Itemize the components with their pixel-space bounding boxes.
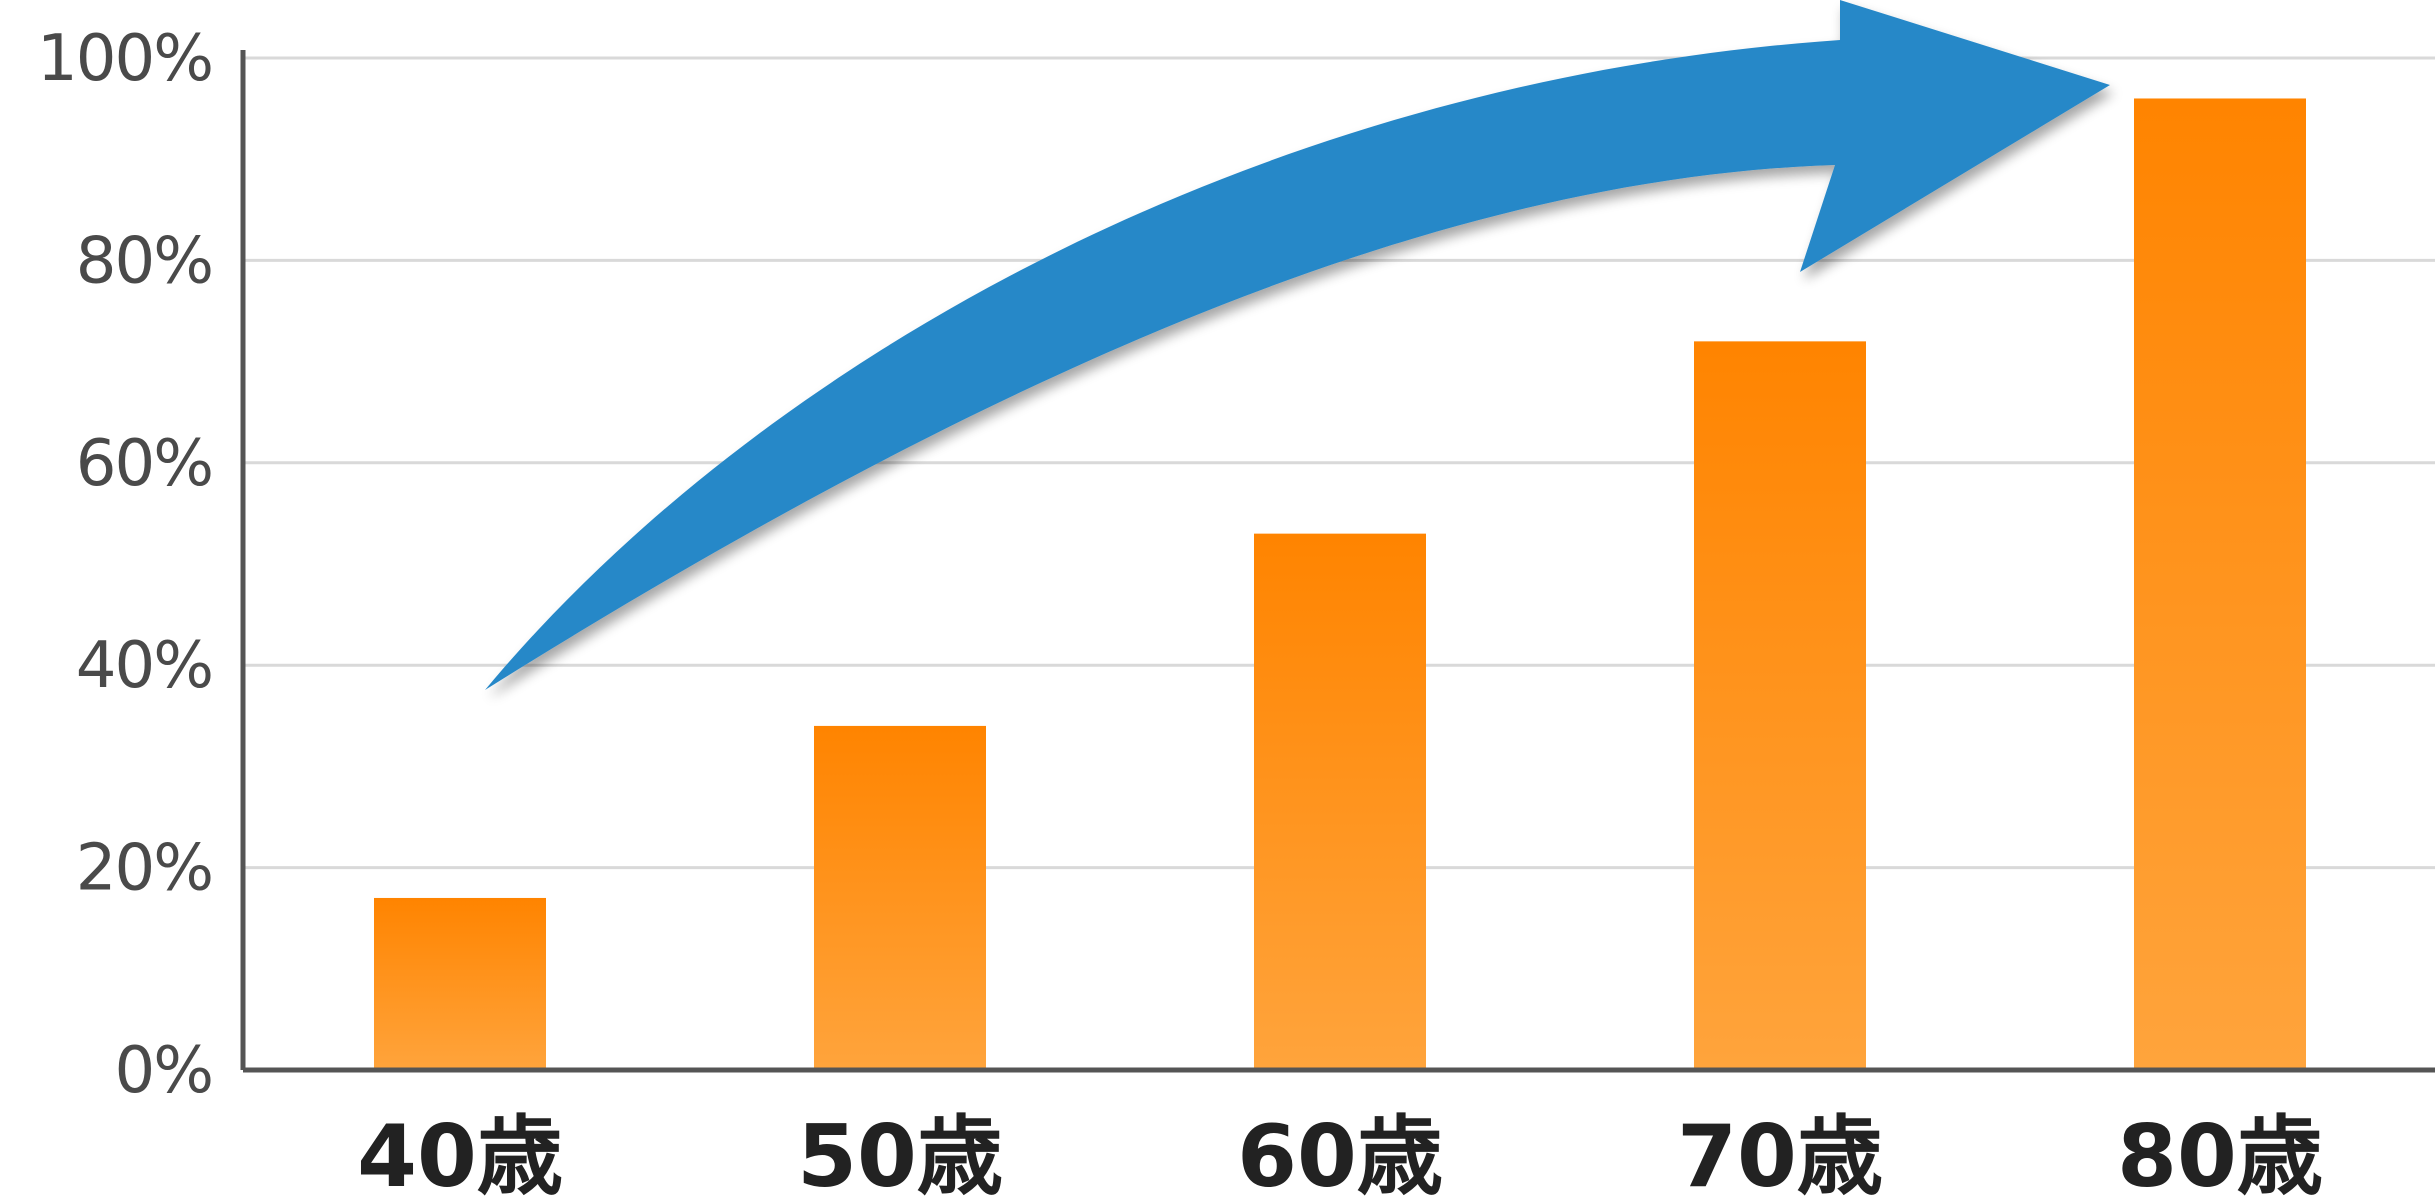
grid-lines	[243, 56, 2435, 870]
trend-arrow-icon	[485, 0, 2110, 690]
y-tick-label: 0%	[114, 1034, 212, 1108]
bar-40歳	[374, 897, 546, 1070]
y-tick-label: 20%	[76, 832, 212, 906]
bar-80歳	[2134, 98, 2306, 1071]
bars	[374, 98, 2306, 1071]
y-tick-label: 60%	[76, 427, 212, 501]
x-category-label: 60歳	[1237, 1107, 1443, 1199]
y-tick-label: 100%	[37, 22, 212, 96]
category-labels: 40歳 50歳 60歳 70歳 80歳	[357, 1107, 2323, 1203]
y-tick-label: 40%	[76, 629, 212, 703]
x-category-label: 40歳	[357, 1107, 563, 1199]
x-category-label: 70歳	[1677, 1107, 1883, 1199]
x-category-label: 80歳	[2117, 1107, 2323, 1199]
axes	[240, 50, 2435, 1073]
trend-arrow	[485, 0, 2110, 690]
y-tick-label: 80%	[76, 224, 212, 298]
bar-70歳	[1694, 341, 1866, 1070]
y-tick-labels: 0% 20% 40% 60% 80% 100%	[37, 22, 214, 1108]
bar-50歳	[814, 725, 986, 1070]
x-category-label: 50歳	[797, 1107, 1003, 1199]
bar-60歳	[1254, 533, 1426, 1070]
